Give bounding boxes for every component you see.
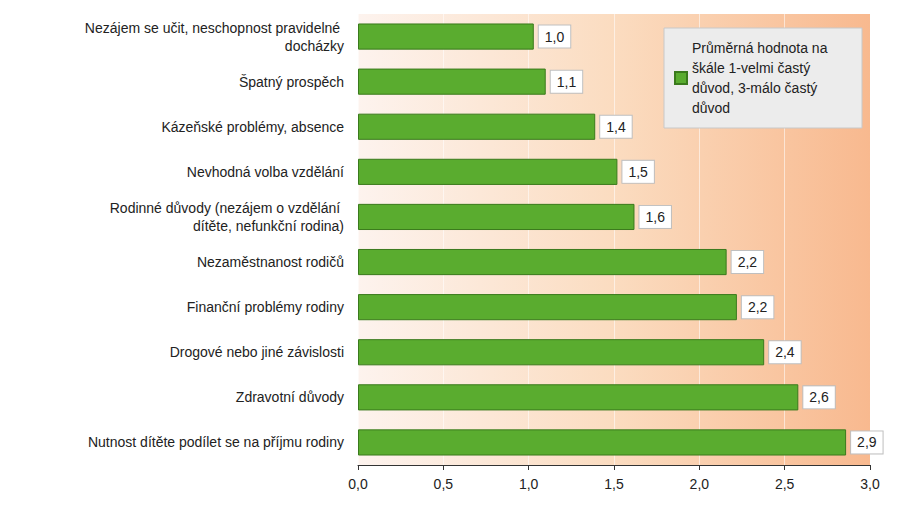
svg-text:důvod: důvod: [692, 100, 730, 116]
svg-text:Nezaměstnanost rodičů: Nezaměstnanost rodičů: [197, 254, 344, 270]
svg-text:2,9: 2,9: [857, 434, 877, 450]
svg-text:1,0: 1,0: [545, 29, 565, 45]
svg-text:3,0: 3,0: [860, 476, 880, 492]
svg-text:2,5: 2,5: [775, 476, 795, 492]
svg-text:dítěte, nefunkční rodina): dítěte, nefunkční rodina): [193, 218, 344, 234]
svg-text:důvod, 3-málo častý: důvod, 3-málo častý: [692, 80, 821, 96]
svg-text:0,0: 0,0: [348, 476, 368, 492]
svg-text:Nezájem se učit, neschopnost p: Nezájem se učit, neschopnost pravidelné: [85, 20, 344, 36]
svg-text:Nutnost dítěte podílet se na p: Nutnost dítěte podílet se na příjmu rodi…: [88, 434, 344, 450]
svg-text:Rodinné důvody (nezájem o vzdě: Rodinné důvody (nezájem o vzdělání: [110, 200, 344, 216]
svg-text:docházky: docházky: [285, 38, 344, 54]
svg-text:Finanční problémy rodiny: Finanční problémy rodiny: [187, 299, 344, 315]
svg-text:1,5: 1,5: [628, 164, 648, 180]
svg-text:1,0: 1,0: [519, 476, 539, 492]
svg-text:Kázeňské problémy, absence: Kázeňské problémy, absence: [161, 119, 344, 135]
svg-text:2,4: 2,4: [775, 344, 795, 360]
svg-text:1,6: 1,6: [645, 209, 665, 225]
svg-text:Drogové nebo jiné závislosti: Drogové nebo jiné závislosti: [170, 344, 344, 360]
svg-text:1,4: 1,4: [606, 119, 626, 135]
svg-text:Průměrná hodnota na: Průměrná hodnota na: [692, 40, 831, 56]
svg-text:Nevhodná volba vzdělání: Nevhodná volba vzdělání: [187, 164, 344, 180]
svg-text:Zdravotní důvody: Zdravotní důvody: [236, 389, 344, 405]
svg-text:2,0: 2,0: [690, 476, 710, 492]
svg-text:2,2: 2,2: [738, 254, 758, 270]
svg-text:1,5: 1,5: [604, 476, 624, 492]
svg-text:1,1: 1,1: [557, 74, 577, 90]
svg-text:0,5: 0,5: [434, 476, 454, 492]
svg-text:2,2: 2,2: [748, 299, 768, 315]
svg-text:2,6: 2,6: [809, 389, 829, 405]
svg-text:Špatný prospěch: Špatný prospěch: [239, 74, 344, 90]
svg-text:škále 1-velmi častý: škále 1-velmi častý: [692, 60, 814, 76]
